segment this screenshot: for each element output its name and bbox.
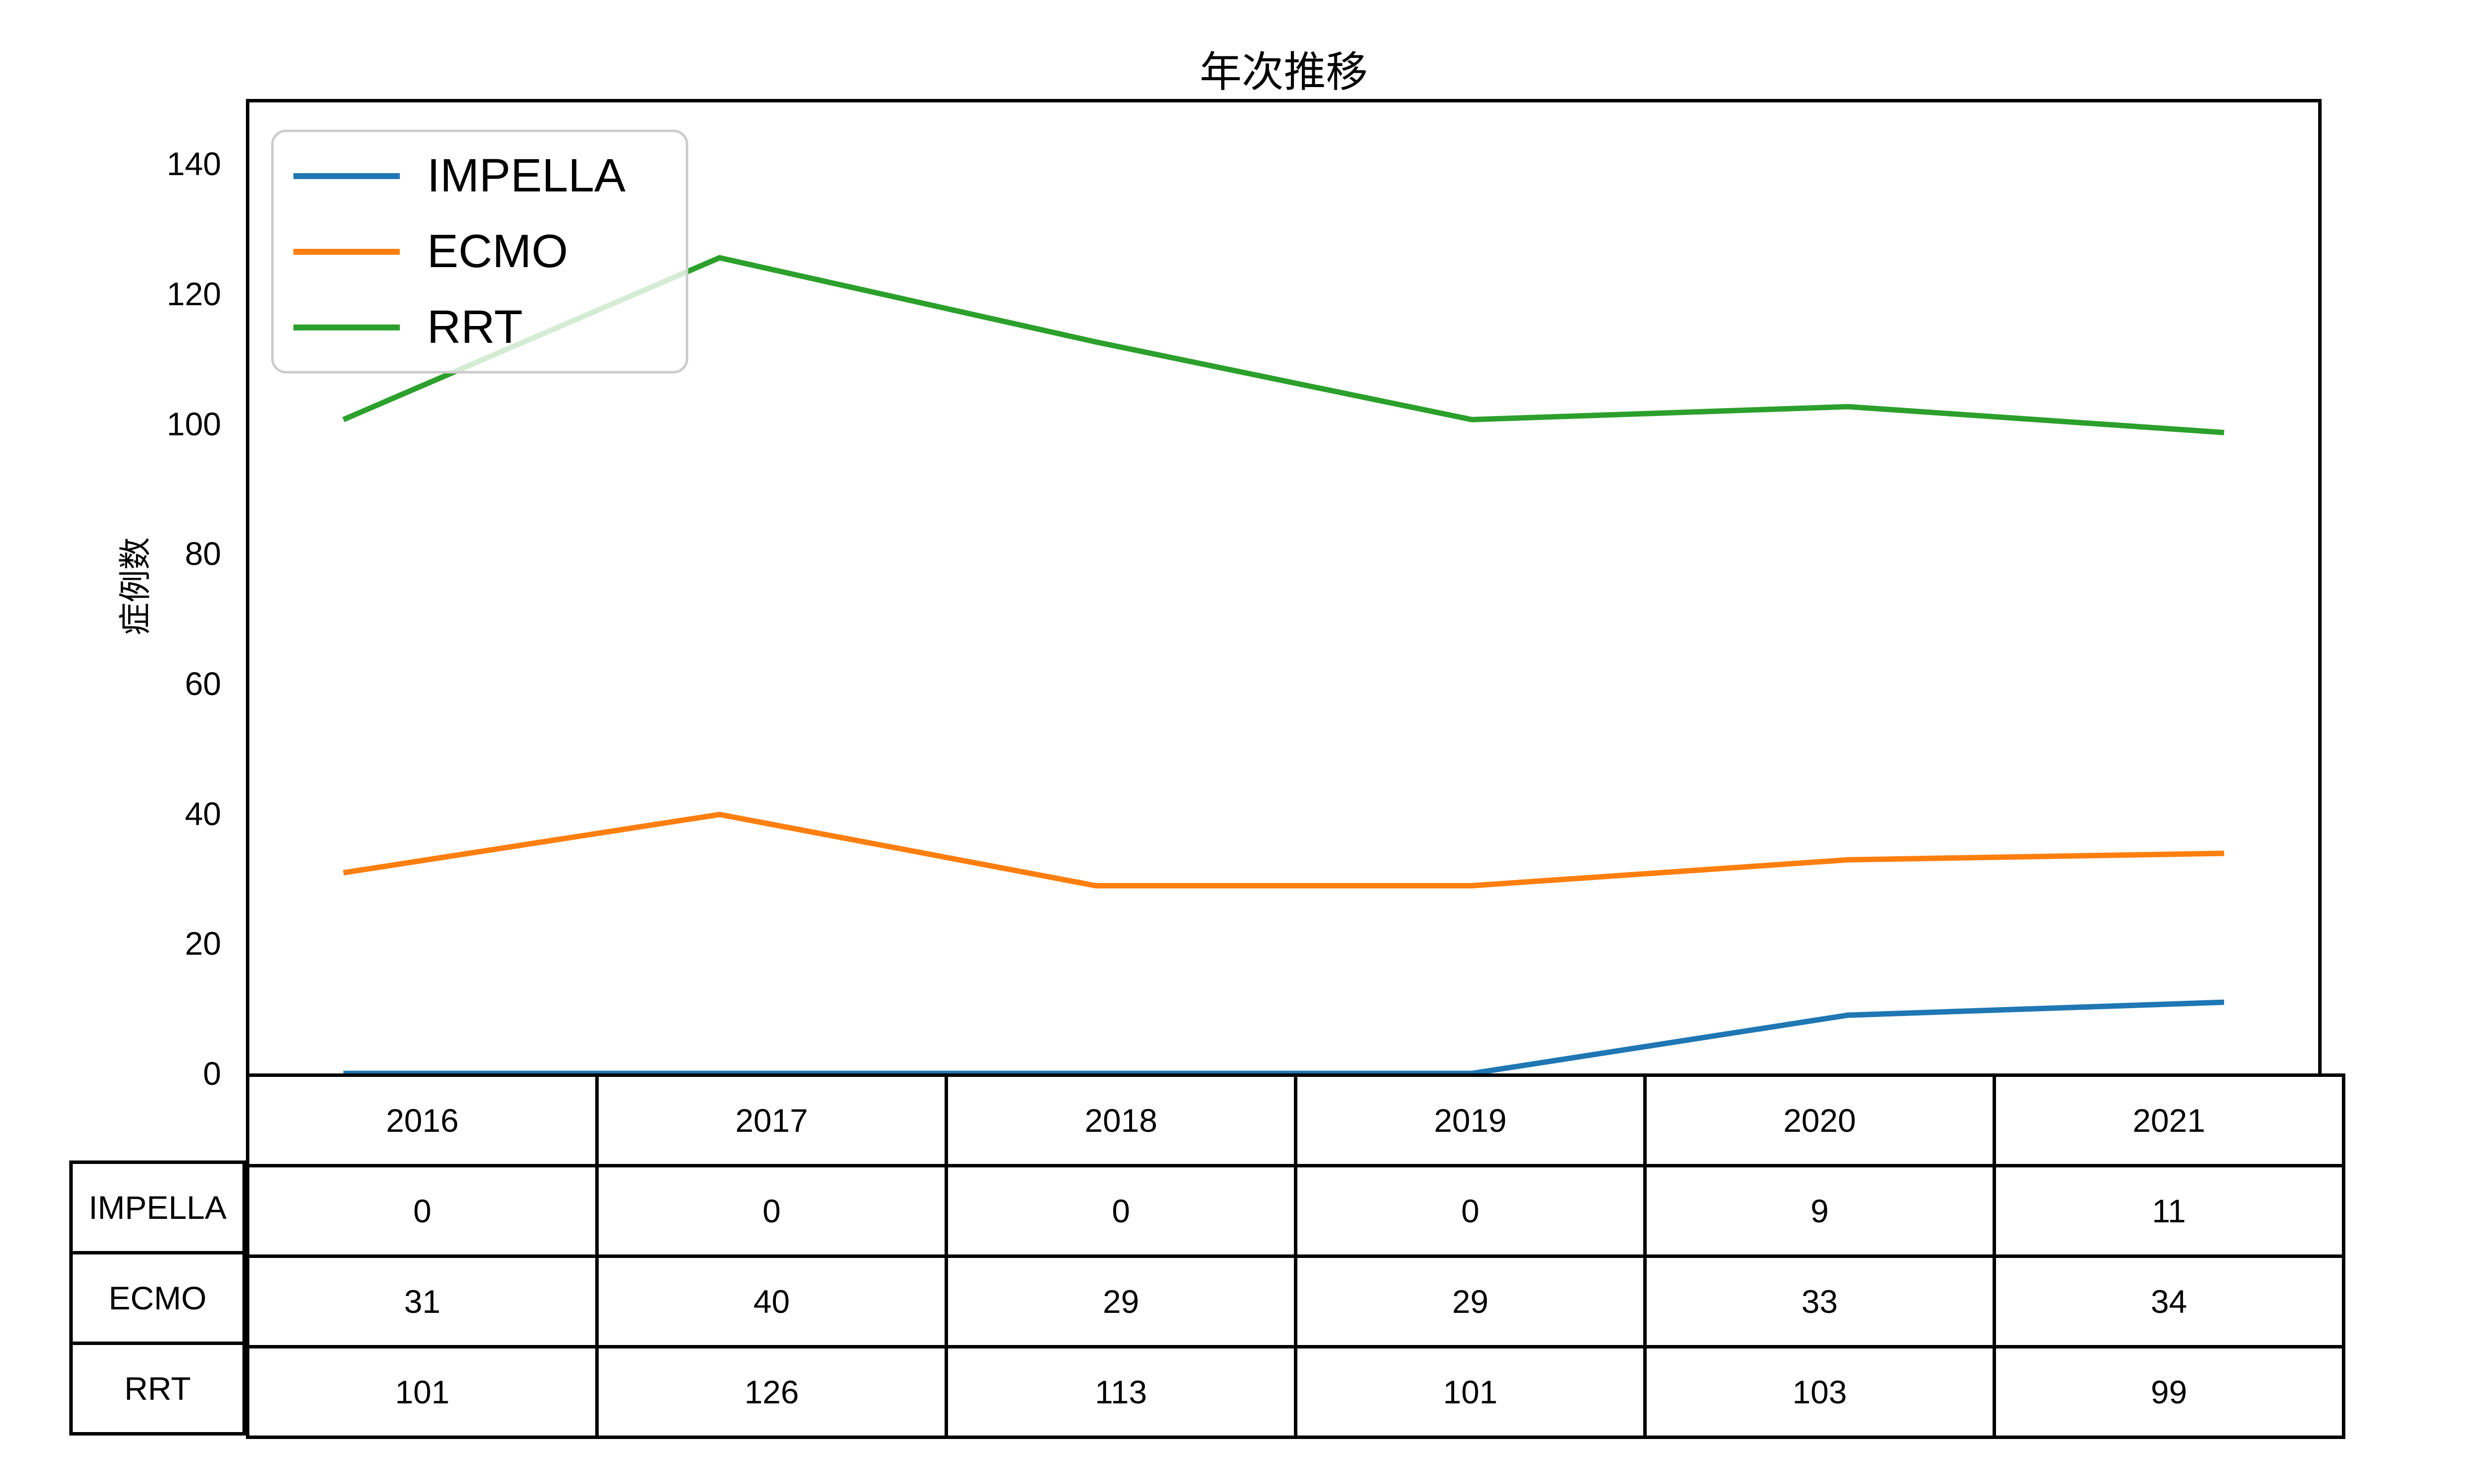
- value-cell: 0: [595, 1164, 948, 1258]
- value-cell: 0: [1294, 1164, 1647, 1258]
- line-impella: [343, 999, 2225, 1076]
- legend-item-rrt: RRT: [293, 290, 666, 365]
- y-tick-label: 60: [185, 665, 221, 702]
- value-cell: 29: [1294, 1254, 1647, 1348]
- series-label-cell: RRT: [69, 1342, 246, 1436]
- y-tick-label: 80: [185, 535, 221, 572]
- year-header-cell: 2018: [945, 1073, 1297, 1167]
- table-row-ecmo: 31 40 29 29 33 34: [246, 1254, 2345, 1348]
- value-cell: 126: [595, 1345, 948, 1439]
- legend-item-impella: IMPELLA: [293, 139, 666, 213]
- row-label-table: IMPELLA ECMO RRT: [69, 1160, 246, 1436]
- legend-label: IMPELLA: [427, 149, 626, 202]
- legend-item-ecmo: ECMO: [293, 215, 666, 289]
- value-cell: 101: [246, 1345, 599, 1439]
- table-row-impella: 0 0 0 0 9 11: [246, 1164, 2345, 1258]
- y-tick-label: 120: [166, 276, 221, 312]
- year-header-cell: 2020: [1643, 1073, 1996, 1167]
- value-cell: 29: [945, 1254, 1297, 1348]
- legend-label: RRT: [427, 301, 523, 353]
- legend-swatch-rrt: [293, 324, 400, 330]
- series-label-cell: ECMO: [69, 1251, 246, 1345]
- chart-title: 年次推移: [1199, 49, 1368, 96]
- label-row: ECMO: [69, 1251, 246, 1345]
- value-cell: 40: [595, 1254, 948, 1348]
- legend-label: ECMO: [427, 225, 568, 278]
- legend-swatch-impella: [293, 173, 400, 179]
- legend-swatch-ecmo: [293, 248, 400, 255]
- value-cell: 34: [1993, 1254, 2345, 1348]
- value-cell: 0: [246, 1164, 599, 1258]
- value-cell: 101: [1294, 1345, 1647, 1439]
- y-axis-tick-labels: 0 20 40 60 80 100 120 140: [0, 99, 234, 1092]
- y-tick-label: 100: [166, 405, 221, 442]
- line-ecmo: [343, 812, 2225, 888]
- year-header-cell: 2019: [1294, 1073, 1647, 1167]
- table-header-row: 2016 2017 2018 2019 2020 2021: [246, 1073, 2345, 1167]
- data-table: 2016 2017 2018 2019 2020 2021 0 0 0 0 9 11 31 40 29 29 3…: [246, 1073, 2345, 1439]
- year-header-cell: 2021: [1993, 1073, 2345, 1167]
- label-row: RRT: [69, 1342, 246, 1436]
- value-cell: 11: [1993, 1164, 2345, 1258]
- value-cell: 31: [246, 1254, 599, 1348]
- value-cell: 103: [1643, 1345, 1996, 1439]
- series-label-cell: IMPELLA: [69, 1160, 246, 1254]
- table-row-rrt: 101 126 113 101 103 99: [246, 1345, 2345, 1439]
- y-tick-label: 140: [166, 145, 221, 183]
- value-cell: 99: [1993, 1345, 2345, 1439]
- year-header-cell: 2016: [246, 1073, 599, 1167]
- value-cell: 0: [945, 1164, 1297, 1258]
- y-tick-label: 0: [203, 1055, 221, 1092]
- label-row: IMPELLA: [69, 1160, 246, 1254]
- value-cell: 9: [1643, 1164, 1996, 1258]
- year-header-cell: 2017: [595, 1073, 948, 1167]
- y-tick-label: 20: [185, 925, 221, 962]
- y-tick-label: 40: [185, 795, 221, 832]
- legend: IMPELLA ECMO RRT: [271, 130, 688, 373]
- value-cell: 33: [1643, 1254, 1996, 1348]
- value-cell: 113: [945, 1345, 1297, 1439]
